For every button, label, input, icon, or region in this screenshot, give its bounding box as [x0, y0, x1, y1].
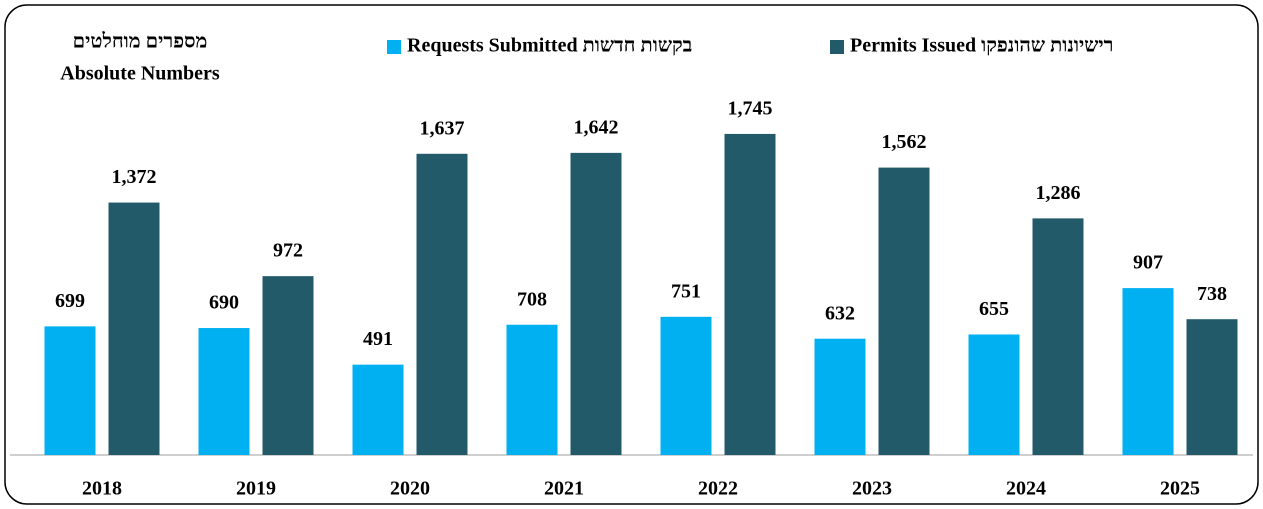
- data-label: 751: [671, 280, 701, 302]
- bar: [262, 276, 314, 455]
- x-tick-label: 2023: [852, 478, 892, 500]
- x-tick-label: 2020: [390, 478, 430, 500]
- x-tick-label: 2019: [236, 478, 276, 500]
- bar: [352, 364, 404, 455]
- bar: [1122, 288, 1174, 455]
- data-label: 690: [209, 292, 239, 314]
- x-tick-label: 2021: [544, 478, 584, 500]
- bar: [660, 316, 712, 455]
- chart-frame: [4, 4, 1259, 505]
- bar: [968, 334, 1020, 455]
- legend-swatch: [387, 40, 401, 54]
- bar: [44, 326, 96, 455]
- x-tick-label: 2025: [1160, 478, 1200, 500]
- chart-subtitle: Absolute Numbers: [60, 63, 220, 85]
- legend-label: Permits Issued רישיונות שהונפקו: [850, 35, 1114, 57]
- x-tick-label: 2024: [1006, 478, 1046, 500]
- data-label: 1,637: [420, 117, 465, 139]
- bar: [198, 328, 250, 455]
- data-label: 699: [55, 290, 85, 312]
- data-label: 655: [979, 298, 1009, 320]
- bar: [878, 167, 930, 456]
- bar: [1186, 319, 1238, 455]
- bar: [506, 324, 558, 455]
- data-label: 1,286: [1036, 182, 1081, 204]
- data-label: 1,745: [728, 98, 773, 120]
- data-label: 1,372: [112, 166, 157, 188]
- data-label: 491: [363, 328, 393, 350]
- data-label: 632: [825, 302, 855, 324]
- bar: [108, 202, 160, 455]
- bar: [724, 133, 776, 456]
- bar: [416, 153, 468, 456]
- bar: [570, 152, 622, 455]
- x-tick-label: 2018: [82, 478, 122, 500]
- data-label: 708: [517, 288, 547, 310]
- legend-label: Requests Submitted בקשות חדשות: [407, 35, 692, 57]
- x-tick-label: 2022: [698, 478, 738, 500]
- chart-title: מספרים מוחלטים: [73, 31, 208, 53]
- data-label: 907: [1133, 252, 1163, 274]
- legend-swatch: [830, 40, 844, 54]
- data-label: 1,562: [882, 131, 927, 153]
- bar: [1032, 218, 1084, 455]
- data-label: 1,642: [574, 116, 619, 138]
- data-label: 972: [273, 240, 303, 262]
- bar: [814, 338, 866, 455]
- data-label: 738: [1197, 283, 1227, 305]
